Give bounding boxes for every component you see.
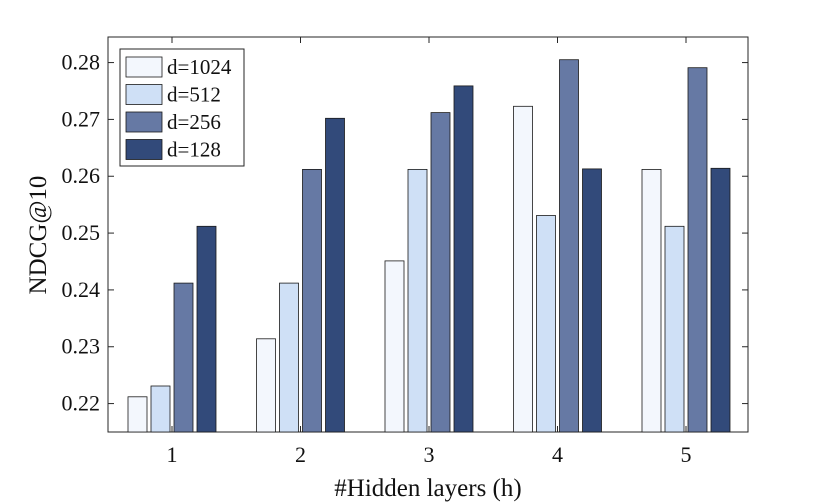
- bar-d512-h5: [664, 225, 685, 433]
- bar-d512-h1: [150, 385, 171, 433]
- bar-d128-h4: [582, 168, 602, 433]
- bar-d1024-h3: [384, 260, 405, 433]
- x-axis: 1 2 3 4 5: [167, 37, 692, 467]
- bar-d128-h1: [196, 225, 217, 433]
- bar-d256-h5: [687, 67, 708, 433]
- x-tick-label: 2: [295, 442, 306, 467]
- bar-d128-h5: [710, 167, 731, 433]
- x-tick-label: 1: [167, 442, 178, 467]
- y-tick-label: 0.27: [62, 106, 101, 131]
- bar-d1024-h1: [127, 396, 148, 433]
- y-tick-label: 0.23: [62, 334, 101, 359]
- bar-d512-h4: [536, 215, 556, 433]
- legend: d=1024 d=512 d=256 d=128: [119, 48, 245, 167]
- bar-d128-h3: [453, 85, 474, 433]
- y-tick-label: 0.24: [62, 277, 101, 302]
- bar-d256-h2: [302, 168, 322, 433]
- legend-swatch-d512: [125, 84, 163, 105]
- bar-d256-h1: [173, 282, 194, 433]
- x-tick-label: 5: [681, 442, 692, 467]
- legend-label: d=128: [167, 138, 221, 162]
- legend-swatch-d1024: [125, 56, 163, 78]
- legend-swatch-d128: [125, 139, 163, 160]
- y-tick-label: 0.22: [62, 391, 101, 416]
- y-tick-label: 0.25: [62, 220, 101, 245]
- legend-label: d=512: [167, 83, 221, 107]
- y-axis-label: NDCG@10: [25, 176, 52, 295]
- bar-d512-h3: [407, 168, 428, 433]
- bar-d128-h2: [325, 117, 345, 433]
- x-tick-label: 4: [552, 442, 563, 467]
- x-axis-label: #Hidden layers (h): [334, 475, 521, 502]
- bar-d1024-h2: [256, 338, 276, 433]
- bar-d1024-h5: [641, 168, 662, 433]
- legend-label: d=256: [167, 110, 221, 134]
- bar-d1024-h4: [513, 105, 533, 433]
- legend-label: d=1024: [167, 55, 232, 79]
- legend-swatch-d256: [125, 111, 163, 133]
- bar-d256-h4: [559, 59, 579, 433]
- y-tick-label: 0.26: [62, 163, 101, 188]
- y-axis: 0.22 0.23 0.24 0.25 0.26 0.27 0.28: [62, 50, 748, 416]
- bar-d256-h3: [430, 112, 451, 433]
- bars-layer: [127, 59, 731, 433]
- x-tick-label: 3: [424, 442, 435, 467]
- bar-d512-h2: [279, 282, 299, 433]
- y-tick-label: 0.28: [62, 50, 101, 75]
